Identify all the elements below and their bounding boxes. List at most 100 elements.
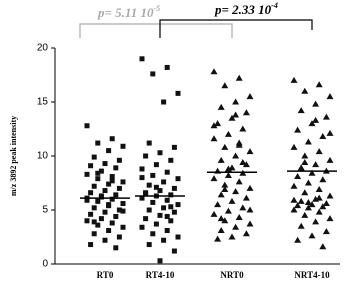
point: [297, 197, 305, 204]
x-tick-label: RT0: [97, 270, 114, 280]
point: [150, 172, 156, 178]
point: [297, 165, 305, 172]
point: [214, 120, 222, 127]
point: [168, 192, 174, 198]
point: [294, 202, 302, 209]
point: [304, 198, 312, 205]
point: [308, 120, 316, 127]
point: [175, 90, 181, 96]
point: [290, 206, 298, 213]
point: [239, 204, 247, 211]
y-tick-label: 5: [42, 205, 48, 216]
point: [315, 81, 323, 88]
point: [221, 143, 229, 150]
point: [214, 201, 222, 208]
point: [153, 162, 159, 168]
point: [235, 214, 243, 221]
point: [161, 237, 167, 243]
point: [312, 116, 320, 123]
point: [150, 199, 156, 205]
bracket-gray: [79, 23, 233, 38]
y-tick-label: 15: [37, 97, 49, 108]
point: [322, 228, 330, 235]
point: [315, 208, 323, 215]
point: [175, 202, 181, 208]
point: [175, 234, 181, 240]
point: [146, 140, 152, 146]
point: [221, 217, 229, 224]
point: [294, 126, 302, 133]
point: [239, 158, 247, 165]
point: [139, 175, 145, 181]
point: [95, 170, 101, 176]
point: [164, 213, 170, 219]
point: [221, 82, 229, 89]
point: [116, 185, 122, 191]
point: [102, 237, 108, 243]
point: [153, 221, 159, 227]
point: [235, 178, 243, 185]
point: [315, 185, 323, 192]
point: [308, 201, 316, 208]
point: [109, 174, 115, 180]
point: [294, 236, 302, 243]
point: [164, 228, 170, 234]
point: [139, 56, 145, 62]
point: [157, 212, 163, 218]
point: [171, 248, 177, 254]
p-exp: -5: [153, 4, 160, 13]
point: [164, 64, 170, 70]
point: [150, 71, 156, 77]
point: [221, 181, 229, 188]
point: [102, 161, 108, 167]
point: [326, 215, 334, 222]
point: [157, 150, 163, 156]
point: [301, 152, 309, 159]
p-value-1: p= 5.11 10-5: [97, 4, 160, 20]
point: [168, 218, 174, 224]
point: [143, 216, 149, 222]
point: [312, 218, 320, 225]
point: [157, 188, 163, 194]
point: [161, 205, 167, 211]
p-text: p= 2.33 10: [214, 2, 272, 17]
point: [109, 178, 115, 184]
point: [319, 133, 327, 140]
point: [228, 114, 236, 121]
y-tick-label: 20: [37, 43, 49, 54]
point: [326, 192, 334, 199]
point: [304, 179, 312, 186]
point: [171, 144, 177, 150]
point: [232, 111, 240, 118]
point: [221, 185, 229, 192]
point: [297, 107, 305, 114]
point: [91, 219, 97, 225]
point: [113, 213, 119, 219]
point: [116, 234, 122, 240]
point: [232, 188, 240, 195]
point: [120, 201, 126, 207]
point: [113, 245, 119, 251]
point: [139, 224, 145, 230]
point: [157, 258, 163, 264]
point: [120, 179, 126, 185]
point: [88, 190, 94, 196]
point: [224, 165, 232, 172]
point: [242, 230, 250, 237]
point: [120, 143, 126, 149]
point: [98, 216, 104, 222]
point: [153, 184, 159, 190]
point: [315, 194, 323, 201]
point: [91, 154, 97, 160]
point: [171, 209, 177, 215]
point: [232, 223, 240, 230]
point: [319, 176, 327, 183]
point: [290, 143, 298, 150]
point: [210, 210, 218, 217]
point: [95, 176, 101, 182]
point: [175, 176, 181, 182]
point: [246, 184, 254, 191]
point: [326, 93, 334, 100]
point: [88, 242, 94, 248]
point: [164, 169, 170, 175]
